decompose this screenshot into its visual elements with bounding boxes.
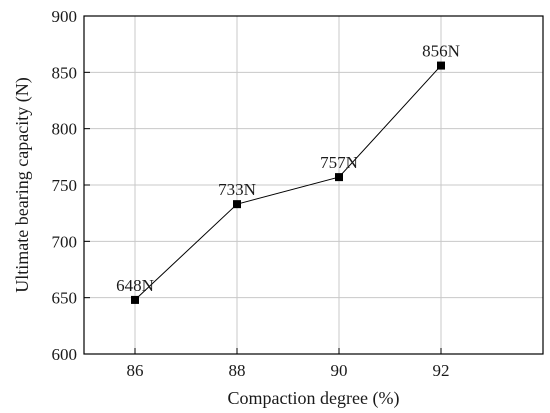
series-line xyxy=(134,65,442,301)
tick-layer: 600 650 700 750 800 850 900 86 88 90 92 xyxy=(52,7,450,380)
data-point-label: 856N xyxy=(422,42,460,61)
y-tick-label: 750 xyxy=(52,176,78,195)
data-point-marker xyxy=(233,200,241,209)
y-tick-label: 850 xyxy=(52,63,78,82)
series-layer: 648N 733N 757N 856N xyxy=(116,42,460,304)
y-tick-label: 800 xyxy=(52,120,78,139)
data-point-label: 648N xyxy=(116,276,154,295)
x-tick-label: 90 xyxy=(331,361,348,380)
data-point-label: 757N xyxy=(320,153,358,172)
x-tick-label: 88 xyxy=(229,361,246,380)
data-point-marker xyxy=(131,295,139,304)
data-point-label: 733N xyxy=(218,180,256,199)
x-tick-label: 86 xyxy=(127,361,144,380)
x-tick-label: 92 xyxy=(433,361,450,380)
y-tick-label: 650 xyxy=(52,289,78,308)
y-axis-title: Ultimate bearing capacity (N) xyxy=(12,77,33,292)
y-tick-label: 900 xyxy=(52,7,78,26)
x-axis-title: Compaction degree (%) xyxy=(228,388,400,409)
y-tick-label: 600 xyxy=(52,345,78,364)
grid-layer xyxy=(84,16,543,354)
data-point-marker xyxy=(437,61,445,70)
data-point-marker xyxy=(335,173,343,182)
y-tick-label: 700 xyxy=(52,232,78,251)
